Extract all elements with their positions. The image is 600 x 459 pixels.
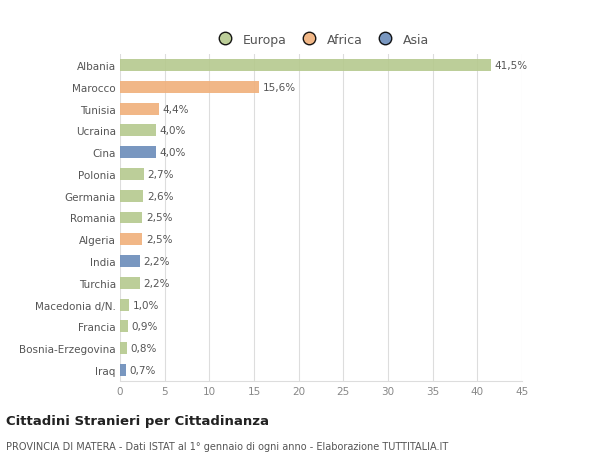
Text: 2,5%: 2,5% [146, 213, 172, 223]
Bar [120, 168, 144, 180]
Bar [120, 277, 140, 289]
Bar [120, 321, 128, 333]
Text: 4,4%: 4,4% [163, 104, 190, 114]
Text: 0,8%: 0,8% [131, 343, 157, 353]
Text: 15,6%: 15,6% [263, 83, 296, 93]
Text: 4,0%: 4,0% [160, 126, 185, 136]
Text: 2,6%: 2,6% [147, 191, 173, 202]
Bar [120, 125, 156, 137]
Bar [120, 103, 160, 115]
Text: Cittadini Stranieri per Cittadinanza: Cittadini Stranieri per Cittadinanza [6, 414, 269, 428]
Text: 0,9%: 0,9% [131, 322, 158, 332]
Bar [120, 342, 127, 354]
Text: 0,7%: 0,7% [130, 365, 156, 375]
Text: PROVINCIA DI MATERA - Dati ISTAT al 1° gennaio di ogni anno - Elaborazione TUTTI: PROVINCIA DI MATERA - Dati ISTAT al 1° g… [6, 441, 448, 451]
Bar [120, 212, 142, 224]
Text: 4,0%: 4,0% [160, 148, 185, 158]
Bar [120, 364, 126, 376]
Text: 2,2%: 2,2% [143, 278, 170, 288]
Legend: Europa, Africa, Asia: Europa, Africa, Asia [208, 29, 434, 52]
Text: 2,7%: 2,7% [148, 169, 174, 179]
Text: 41,5%: 41,5% [494, 61, 527, 71]
Bar [120, 190, 143, 202]
Text: 2,5%: 2,5% [146, 235, 172, 245]
Bar [120, 234, 142, 246]
Text: 2,2%: 2,2% [143, 257, 170, 267]
Bar [120, 82, 259, 94]
Bar [120, 256, 140, 268]
Bar [120, 299, 129, 311]
Bar [120, 147, 156, 159]
Bar [120, 60, 491, 72]
Text: 1,0%: 1,0% [133, 300, 159, 310]
